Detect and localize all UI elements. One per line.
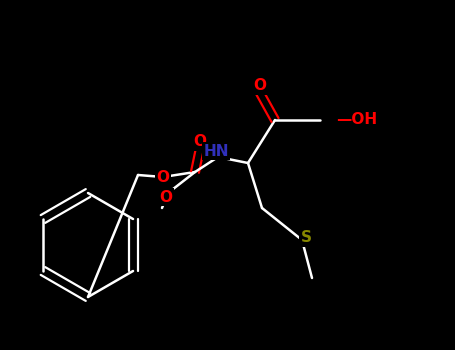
Text: O: O — [157, 169, 170, 184]
Text: S: S — [300, 231, 312, 245]
Text: —OH: —OH — [336, 112, 377, 127]
Text: HN: HN — [203, 144, 229, 159]
Text: O: O — [160, 189, 172, 204]
Text: O: O — [253, 78, 267, 93]
Text: O: O — [193, 134, 207, 149]
